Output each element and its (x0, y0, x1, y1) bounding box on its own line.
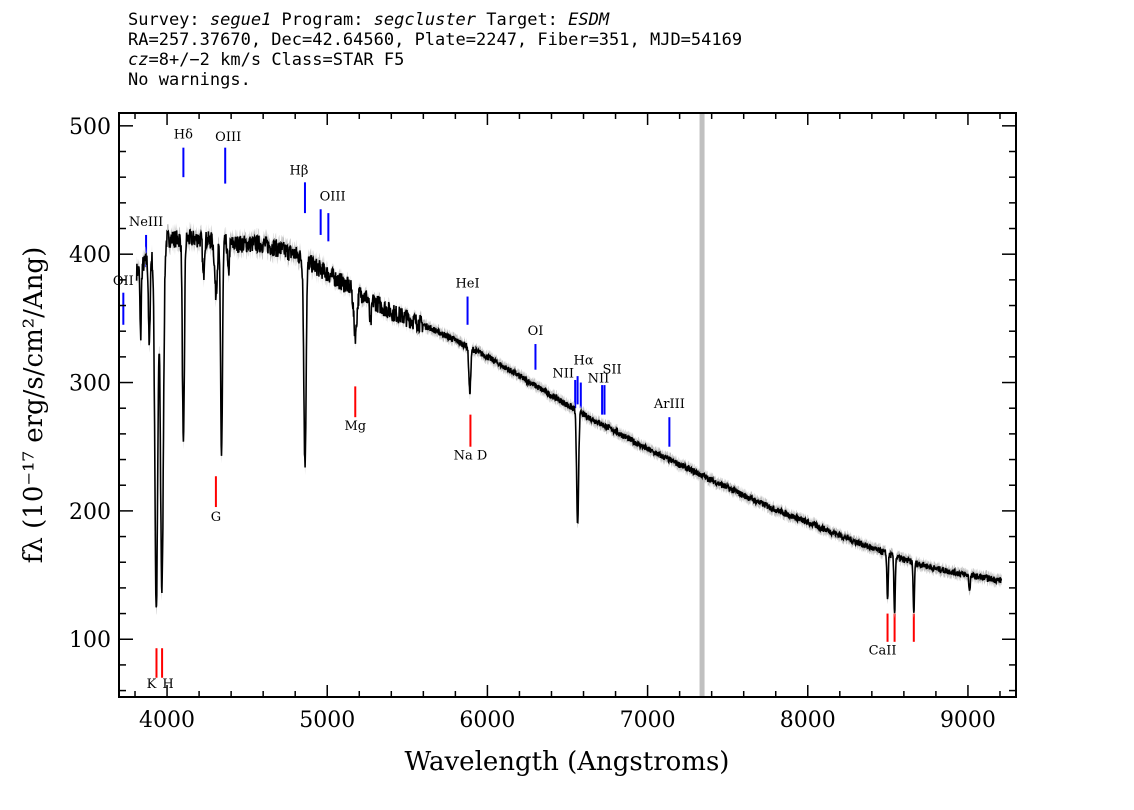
marker-label: Hδ (174, 128, 193, 143)
x-tick-label: 7000 (620, 708, 676, 733)
plot-frame (118, 112, 1017, 698)
y-tick-label: 400 (69, 243, 111, 268)
marker-label: NeIII (129, 215, 163, 230)
marker-label: NII (570, 0, 592, 4)
marker-label: OI (528, 324, 544, 339)
marker-label: Na D (454, 449, 488, 464)
axis-ticks: 4000 5000 6000 7000 8000 9000 100 200 300 400 500 (69, 113, 1016, 733)
y-axis-label: fλ (10⁻¹⁷ erg/s/cm²/Ang) (19, 247, 49, 563)
marker-label: Hβ (290, 164, 309, 179)
header-line-redshift: cz=8+/−2 km/s Class=STAR F5 (128, 50, 742, 70)
survey-label: Survey: (128, 10, 210, 30)
class-text: km/s Class=STAR F5 (209, 50, 405, 70)
marker-label: H (162, 677, 173, 692)
marker-label: Mg (344, 419, 366, 434)
x-tick-label: 6000 (459, 708, 515, 733)
survey-value: segue1 (209, 10, 272, 30)
program-value: segcluster (373, 10, 477, 30)
y-tick-label: 500 (69, 115, 111, 140)
target-value: ESDM (568, 10, 610, 30)
error-band (136, 222, 1002, 619)
x-tick-label: 8000 (780, 708, 836, 733)
x-tick-label: 9000 (940, 708, 996, 733)
marker-label: SII (603, 363, 622, 378)
marker-label: G (211, 510, 221, 525)
marker-label: CaII (869, 644, 897, 659)
marker-label: OII (113, 274, 134, 289)
y-tick-label: 200 (69, 500, 111, 525)
marker-label: OIII (215, 130, 241, 145)
line-markers-layer: OIINeIIIHδOIIIHβOIIIHeIOINIIHαNIISIINIIA… (113, 0, 915, 692)
marker-label: NII (588, 372, 610, 387)
x-axis-label: Wavelength (Angstroms) (405, 747, 730, 777)
y-tick-label: 300 (69, 372, 111, 397)
marker-label: ArIII (653, 397, 685, 412)
header-line-warnings: No warnings. (128, 70, 251, 90)
spectrum-header: Survey: segue1 Program: segcluster Targe… (128, 10, 742, 90)
spectrum-line (135, 228, 1003, 614)
y-tick-label: 100 (69, 628, 111, 653)
marker-label: Hα (574, 354, 594, 369)
marker-label: K (147, 677, 157, 692)
x-tick-label: 4000 (139, 708, 195, 733)
x-tick-label: 5000 (299, 708, 355, 733)
marker-label: NII (552, 366, 574, 381)
header-line-survey: Survey: segue1 Program: segcluster Targe… (128, 10, 742, 30)
marker-label: HeI (455, 277, 479, 292)
cz-variable: cz (128, 50, 149, 70)
header-line-coordinates: RA=257.37670, Dec=42.64560, Plate=2247, … (128, 30, 743, 50)
program-label: Program: (271, 10, 374, 30)
spectrum-layer (135, 222, 1003, 619)
cz-value: =8+/−2 (148, 50, 210, 70)
marker-label: OIII (320, 189, 346, 204)
target-label: Target: (476, 10, 569, 30)
